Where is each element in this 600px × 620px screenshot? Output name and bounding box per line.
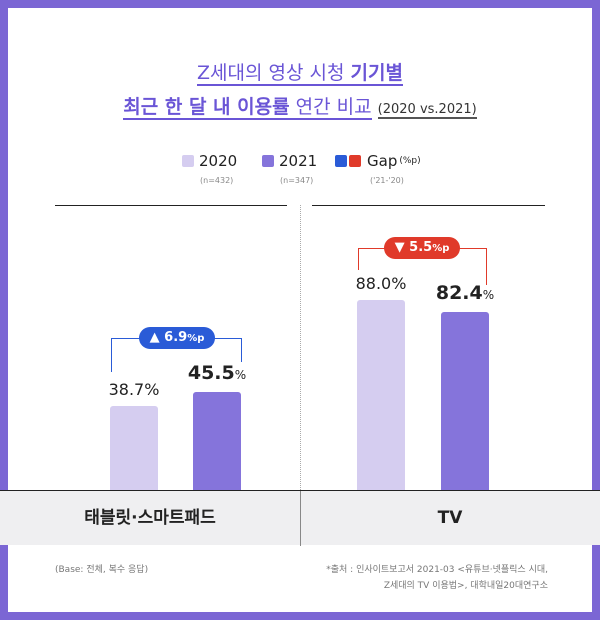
- divider: [300, 205, 301, 490]
- legend-2021-n: (n=347): [280, 176, 314, 185]
- value-label-2021-1: 82.4%: [435, 282, 495, 305]
- footer-source-2: Z세대의 TV 이용법>, 대학내일20대연구소: [383, 581, 548, 591]
- swatch-2021: [262, 155, 274, 167]
- title-line1: Z세대의 영상 시청 기기별: [197, 62, 403, 86]
- gap-pill-tv: ▼ 5.5%p: [384, 237, 460, 259]
- bar-2021-0: [193, 391, 241, 490]
- bar-2021-1: [441, 312, 489, 490]
- legend-gap-sub: ('21-'20): [370, 176, 404, 185]
- footer-source-1: *출처 : 인사이트보고서 2021-03 <유튜브·넷플릭스 시대,: [326, 565, 548, 575]
- bar-2020-1: [357, 299, 405, 490]
- legend-2020-n: (n=432): [200, 176, 234, 185]
- legend-2020: 2020: [182, 152, 237, 170]
- value-label-2020-0: 38.7%: [108, 380, 160, 400]
- top-rule-right: [312, 205, 545, 206]
- gap-pill-tablet: ▲ 6.9%p: [139, 327, 215, 349]
- swatch-gap-up: [335, 155, 347, 167]
- value-label-2020-1: 88.0%: [355, 273, 407, 293]
- legend-gap: Gap (%p): [335, 152, 421, 170]
- category-band: 태블릿·스마트패드 TV: [0, 490, 600, 546]
- bar-2020-0: [110, 406, 158, 490]
- legend-2021: 2021: [262, 152, 317, 170]
- category-tv: TV: [437, 508, 463, 528]
- swatch-2020: [182, 155, 194, 167]
- title-line2: 최근 한 달 내 이용률 연간 비교 (2020 vs.2021): [123, 96, 477, 120]
- footer-base: (Base: 전체, 복수 응답): [55, 565, 149, 575]
- top-rule-left: [55, 205, 287, 206]
- swatch-gap-down: [349, 155, 361, 167]
- value-label-2021-0: 45.5%: [187, 361, 247, 384]
- gap-bracket-tablet-right: [241, 338, 242, 362]
- category-tablet: 태블릿·스마트패드: [84, 508, 216, 528]
- band-divider: [300, 491, 301, 546]
- gap-bracket-tv-right: [486, 248, 487, 285]
